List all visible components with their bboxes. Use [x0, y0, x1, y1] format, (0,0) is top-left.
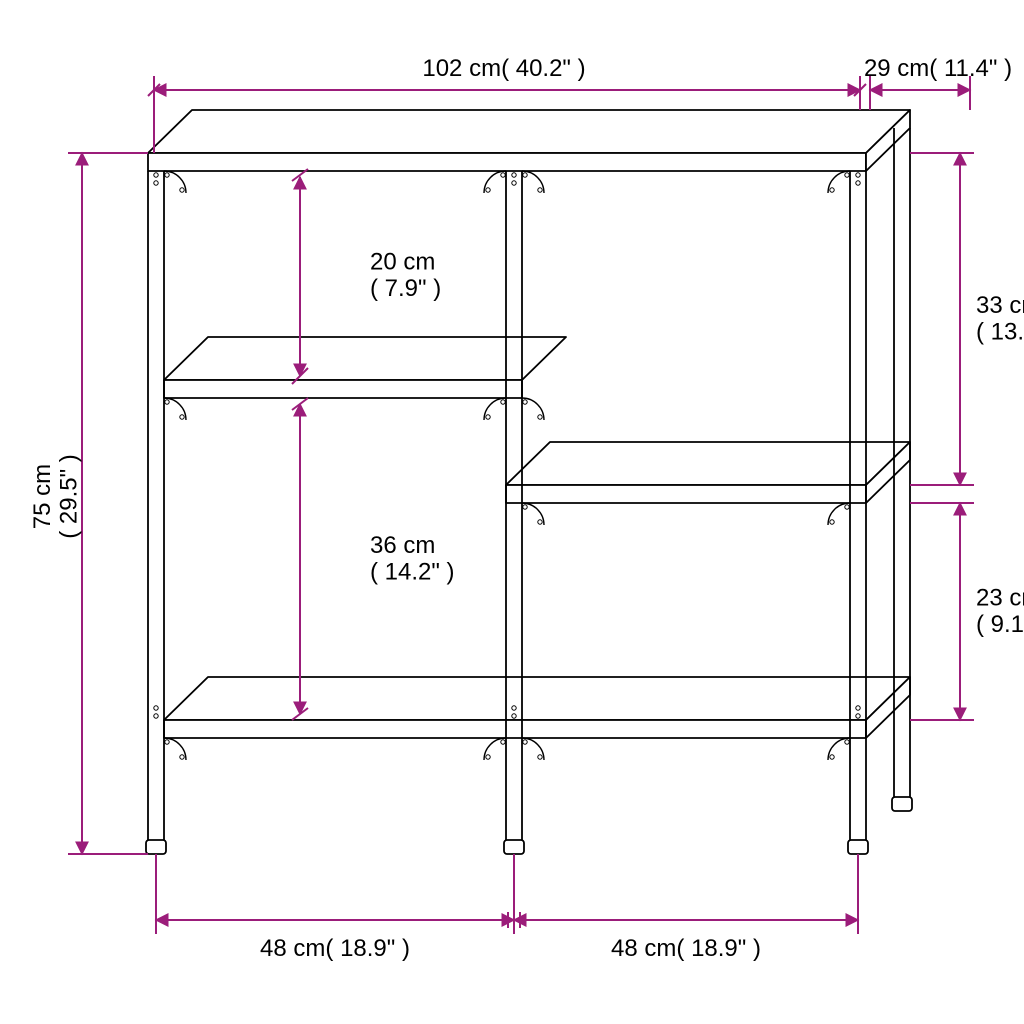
- svg-text:48 cm( 18.9" ): 48 cm( 18.9" ): [260, 935, 410, 962]
- svg-text:33 cm( 13.0" ): 33 cm( 13.0" ): [976, 292, 1024, 345]
- furniture-dimension-diagram: 102 cm( 40.2" ) 29 cm( 11.4" ) 75 cm( 29.5…: [0, 0, 1024, 1024]
- svg-text:75 cm( 29.5" ): 75 cm( 29.5" ): [29, 454, 82, 539]
- svg-text:36 cm( 14.2" ): 36 cm( 14.2" ): [370, 532, 455, 585]
- svg-text:48 cm( 18.9" ): 48 cm( 18.9" ): [611, 935, 761, 962]
- svg-text:29 cm( 11.4" ): 29 cm( 11.4" ): [864, 55, 1012, 82]
- svg-text:20 cm( 7.9" ): 20 cm( 7.9" ): [370, 249, 441, 302]
- svg-text:23 cm( 9.1" ): 23 cm( 9.1" ): [976, 585, 1024, 638]
- svg-text:102 cm( 40.2" ): 102 cm( 40.2" ): [422, 55, 585, 82]
